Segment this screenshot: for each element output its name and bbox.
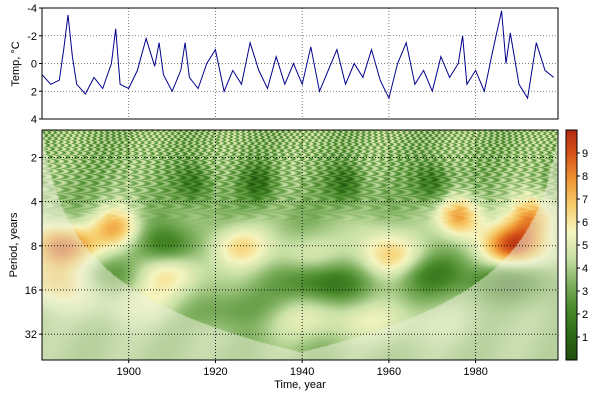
wavelet-x-ticks: 1900 1920 1940 1960 1980	[116, 360, 488, 378]
wavelet-y-tick-label: 4	[31, 197, 37, 209]
wavelet-x-tick-label: 1960	[377, 366, 401, 378]
colorbar-tick-label: 3	[582, 286, 588, 298]
wavelet-y-ticks: 2 4 8 16 32	[25, 152, 42, 341]
temperature-y-axis-label: Temp, °C	[10, 41, 22, 86]
wavelet-x-tick-label: 1980	[463, 366, 487, 378]
wavelet-power-heatmap	[42, 130, 558, 360]
temperature-series-line	[41, 10, 555, 100]
temperature-y-ticks: -4 -2 0 2 4	[27, 3, 42, 126]
colorbar-tick-label: 2	[582, 309, 588, 321]
colorbar-tick-label: 1	[582, 332, 588, 344]
temperature-y-tick-label: -4	[27, 3, 37, 15]
colorbar-fill	[565, 129, 578, 361]
temperature-y-tick-label: 0	[31, 59, 37, 71]
wavelet-y-tick-label: 16	[25, 285, 37, 297]
colorbar-ticks: 1 2 3 4 5 6 7 8 9	[577, 148, 588, 344]
colorbar-tick-label: 8	[582, 171, 588, 183]
wavelet-y-axis-label: Period, years	[8, 212, 20, 277]
wavelet-y-tick-label: 2	[31, 152, 37, 164]
temperature-panel: -4 -2 0 2 4 Temp, °C	[10, 3, 559, 126]
colorbar-tick-label: 6	[582, 217, 588, 229]
colorbar: 1 2 3 4 5 6 7 8 9	[565, 129, 588, 361]
temperature-y-tick-label: -2	[27, 31, 37, 43]
colorbar-tick-label: 9	[582, 148, 588, 160]
wavelet-grid	[42, 130, 558, 360]
wavelet-x-tick-label: 1940	[290, 366, 314, 378]
colorbar-tick-label: 4	[582, 263, 588, 275]
wavelet-plot-frame	[41, 129, 559, 361]
wavelet-y-tick-label: 32	[25, 329, 37, 341]
colorbar-tick-label: 7	[582, 194, 588, 206]
colorbar-tick-label: 5	[582, 240, 588, 252]
wavelet-x-tick-label: 1900	[116, 366, 140, 378]
wavelet-x-tick-label: 1920	[203, 366, 227, 378]
wavelet-x-axis-label: Time, year	[274, 379, 326, 391]
wavelet-y-tick-label: 8	[31, 241, 37, 253]
temperature-y-tick-label: 4	[31, 114, 37, 126]
temperature-y-tick-label: 2	[31, 86, 37, 98]
